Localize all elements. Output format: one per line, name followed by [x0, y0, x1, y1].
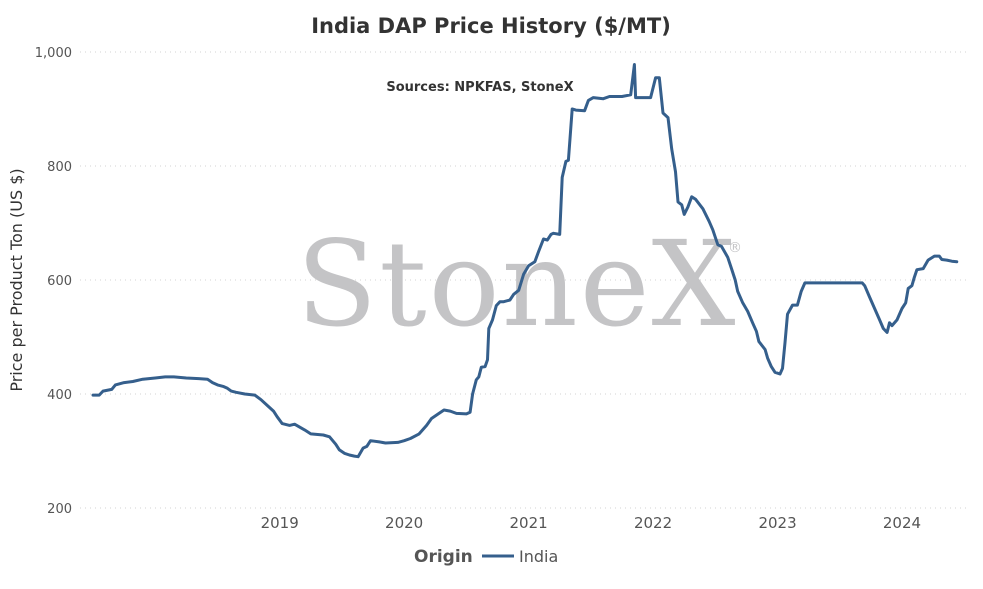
y-axis-label: Price per Product Ton (US $): [7, 168, 26, 391]
legend-title: Origin: [414, 547, 473, 567]
chart-title: India DAP Price History ($/MT): [311, 14, 671, 38]
series-line-india[interactable]: [91, 63, 959, 459]
y-tick-label: 600: [47, 274, 72, 289]
legend-label-india[interactable]: India: [519, 547, 558, 566]
x-tick-label: 2024: [883, 514, 921, 532]
watermark-registered-mark: ®: [728, 240, 742, 256]
x-tick-label: 2019: [261, 514, 299, 532]
legend[interactable]: Origin India: [414, 547, 558, 567]
y-tick-label: 200: [47, 502, 72, 517]
y-tick-label: 400: [47, 388, 72, 403]
x-tick-label: 2022: [634, 514, 672, 532]
y-tick-label: 1,000: [35, 46, 72, 61]
series-group: [91, 63, 959, 459]
x-tick-label: 2020: [385, 514, 423, 532]
y-tick-label: 800: [47, 160, 72, 175]
x-tick-label: 2023: [758, 514, 796, 532]
x-axis-ticks: 2019 2020 2021 2022 2023 2024: [261, 514, 921, 532]
x-tick-label: 2021: [510, 514, 548, 532]
watermark-group: StoneX ®: [296, 215, 742, 353]
y-axis-ticks: 200 400 600 800 1,000: [35, 46, 72, 517]
chart-source-note: Sources: NPKFAS, StoneX: [386, 80, 573, 95]
watermark: StoneX: [296, 215, 737, 353]
